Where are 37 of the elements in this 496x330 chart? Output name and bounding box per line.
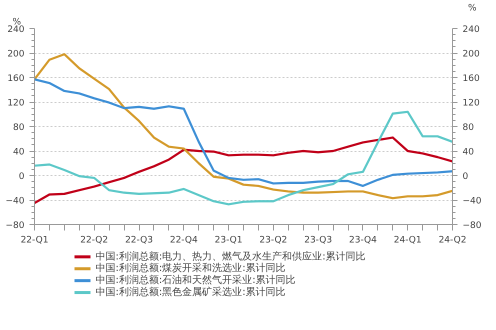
legend-label: 中国:利润总额:黑色金属矿采选业:累计同比 — [96, 286, 286, 298]
y2-tick-label: 160 — [462, 74, 480, 84]
line-series — [34, 53, 452, 200]
y2-tick-label: 80 — [462, 123, 474, 133]
legend-label: 中国:利润总额:石油和天然气开采业:累计同比 — [96, 274, 296, 286]
x-tick-label: 23-Q4 — [349, 236, 378, 246]
x-tick-label: 23-Q1 — [214, 236, 242, 246]
y2-tick-label: 240 — [462, 25, 480, 35]
y-tick-label: 200 — [7, 50, 25, 60]
y-tick-label: 40 — [13, 148, 25, 158]
line-series — [34, 136, 452, 204]
line-series — [34, 110, 452, 206]
y-tick-label: 240 — [7, 25, 25, 35]
y2-tick-label: −80 — [462, 221, 482, 231]
line-series — [34, 78, 452, 188]
legend-label: 中国:利润总额:煤炭开采和洗选业:累计同比 — [96, 262, 286, 274]
x-tick-label: 23-Q3 — [304, 236, 332, 246]
y-tick-label: 80 — [13, 123, 25, 133]
x-tick-label: 22-Q1 — [20, 236, 48, 246]
x-tick-label: 22-Q3 — [125, 236, 153, 246]
y2-tick-label: 0 — [462, 172, 468, 182]
y2-tick-label: 200 — [462, 50, 480, 60]
x-tick-label: 23-Q2 — [259, 236, 288, 246]
x-tick-label: 24-Q2 — [438, 236, 466, 246]
x-tick-label: 24-Q1 — [394, 236, 422, 246]
y2-tick-label: 40 — [462, 148, 474, 158]
y2-tick-label: 120 — [462, 98, 480, 108]
y2-tick-label: −40 — [462, 196, 482, 206]
y-tick-label: −80 — [6, 221, 25, 231]
y-tick-label: 0 — [18, 172, 25, 182]
y-tick-label: −40 — [6, 196, 25, 206]
x-tick-label: 22-Q4 — [170, 236, 198, 246]
y-tick-label: 160 — [7, 74, 25, 84]
y2-axis-title: % — [468, 4, 477, 14]
x-tick-label: 22-Q2 — [80, 236, 108, 246]
y-tick-label: 120 — [7, 98, 25, 108]
legend-label: 中国:利润总额:电力、热力、燃气及水生产和供应业:累计同比 — [96, 250, 366, 262]
